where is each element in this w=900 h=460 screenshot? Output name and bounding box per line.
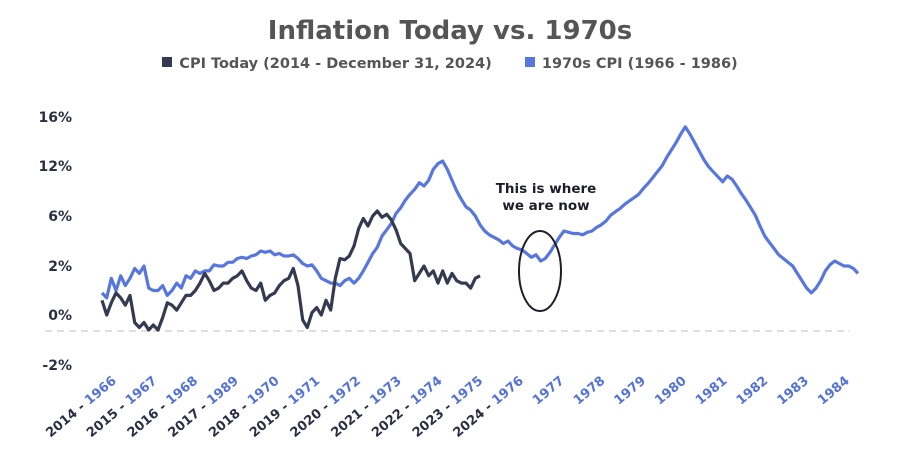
x-tick-label: 2019 - 1971 bbox=[247, 374, 323, 441]
y-tick-label: 12% bbox=[38, 159, 72, 175]
legend-item-today: CPI Today (2014 - December 31, 2024) bbox=[162, 56, 492, 72]
x-tick-label: 1981 bbox=[693, 374, 730, 409]
x-tick-label: 2017 - 1989 bbox=[166, 374, 242, 441]
y-tick-label: 2% bbox=[48, 259, 72, 275]
legend-label-today: CPI Today (2014 - December 31, 2024) bbox=[179, 56, 492, 72]
x-tick-label: 1978 bbox=[571, 374, 608, 409]
x-tick-seventies-year: 1978 bbox=[571, 374, 608, 409]
legend: CPI Today (2014 - December 31, 2024) 197… bbox=[0, 56, 900, 72]
x-tick-label: 2016 - 1968 bbox=[125, 374, 201, 441]
x-tick-label: 2015 - 1967 bbox=[84, 374, 160, 441]
x-tick-seventies-year: 1979 bbox=[612, 374, 649, 409]
y-tick-label: 16% bbox=[38, 110, 72, 126]
x-tick-label: 1982 bbox=[734, 374, 771, 409]
x-tick-label: 2024 - 1976 bbox=[451, 374, 527, 441]
annotation-line-1: This is where bbox=[496, 181, 597, 197]
legend-label-seventies: 1970s CPI (1966 - 1986) bbox=[541, 56, 738, 72]
x-tick-label: 2020 - 1972 bbox=[288, 374, 364, 441]
x-tick-seventies-year: 1976 bbox=[489, 374, 526, 409]
legend-item-seventies: 1970s CPI (1966 - 1986) bbox=[524, 56, 738, 72]
x-tick-seventies-year: 1980 bbox=[652, 374, 689, 409]
x-tick-seventies-year: 1972 bbox=[327, 374, 364, 409]
x-tick-seventies-year: 1968 bbox=[164, 374, 201, 409]
x-tick-label: 1980 bbox=[652, 374, 689, 409]
x-tick-seventies-year: 1977 bbox=[530, 374, 567, 409]
x-tick-label: 1979 bbox=[612, 374, 649, 409]
x-tick-label: 1984 bbox=[815, 374, 852, 409]
annotation-ellipse bbox=[518, 230, 562, 312]
y-axis: 16% 12% 6% 2% 0% -2% bbox=[38, 110, 72, 374]
annotation: This is where we are now bbox=[496, 181, 597, 312]
x-tick-label: 2018 - 1970 bbox=[206, 374, 282, 441]
series-line-cpi-today bbox=[100, 209, 481, 332]
x-tick-label: 2022 - 1974 bbox=[369, 374, 445, 441]
y-tick-label: 6% bbox=[48, 209, 72, 225]
x-tick-label: 2014 - 1966 bbox=[43, 374, 119, 441]
annotation-line-2: we are now bbox=[502, 198, 589, 214]
x-tick-label: 1977 bbox=[530, 374, 567, 409]
y-tick-label: 0% bbox=[48, 308, 72, 324]
x-tick-seventies-year: 1983 bbox=[775, 374, 812, 409]
legend-swatch-seventies bbox=[524, 57, 535, 67]
x-tick-seventies-year: 1981 bbox=[693, 374, 730, 409]
x-tick-label: 2021 - 1973 bbox=[329, 374, 405, 441]
series-line-1970s-cpi bbox=[100, 125, 860, 300]
x-tick-seventies-year: 1982 bbox=[734, 374, 771, 409]
x-tick-seventies-year: 1984 bbox=[815, 374, 852, 409]
x-tick-label: 2023 - 1975 bbox=[410, 374, 486, 441]
y-tick-label: -2% bbox=[42, 358, 72, 374]
x-tick-label: 1983 bbox=[775, 374, 812, 409]
chart-title: Inflation Today vs. 1970s bbox=[267, 16, 633, 46]
legend-swatch-today bbox=[162, 57, 173, 67]
